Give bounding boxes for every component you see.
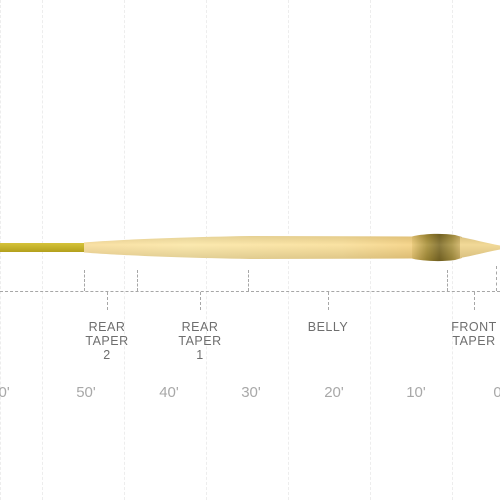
scale-label-0ft: 0' xyxy=(493,384,500,401)
fly-line-profile xyxy=(0,233,500,262)
section-label-rear-taper-1: REAR TAPER 1 xyxy=(178,320,222,362)
scale-label-10ft: 10' xyxy=(406,384,426,401)
section-divider-tick xyxy=(84,270,85,291)
section-divider-tick xyxy=(137,270,138,291)
scale-label-50ft: 50' xyxy=(76,384,96,401)
dimension-baseline xyxy=(0,291,500,292)
label-connector-tick xyxy=(200,292,201,310)
section-divider-tick xyxy=(447,270,448,291)
label-connector-tick xyxy=(474,292,475,310)
label-connector-tick xyxy=(107,292,108,310)
scale-label-40ft: 40' xyxy=(159,384,179,401)
scale-label-20ft: 20' xyxy=(324,384,344,401)
section-label-belly: BELLY xyxy=(307,320,349,334)
section-label-front-taper: FRONT TAPER xyxy=(451,320,497,348)
scale-label-60ft: 60' xyxy=(0,384,10,401)
section-label-rear-taper-2: REAR TAPER 2 xyxy=(85,320,129,362)
scale-label-30ft: 30' xyxy=(241,384,261,401)
section-divider-tick xyxy=(248,270,249,291)
section-divider-tick xyxy=(496,266,497,291)
label-connector-tick xyxy=(328,292,329,310)
running-line xyxy=(0,243,86,252)
line-shading xyxy=(84,233,500,262)
